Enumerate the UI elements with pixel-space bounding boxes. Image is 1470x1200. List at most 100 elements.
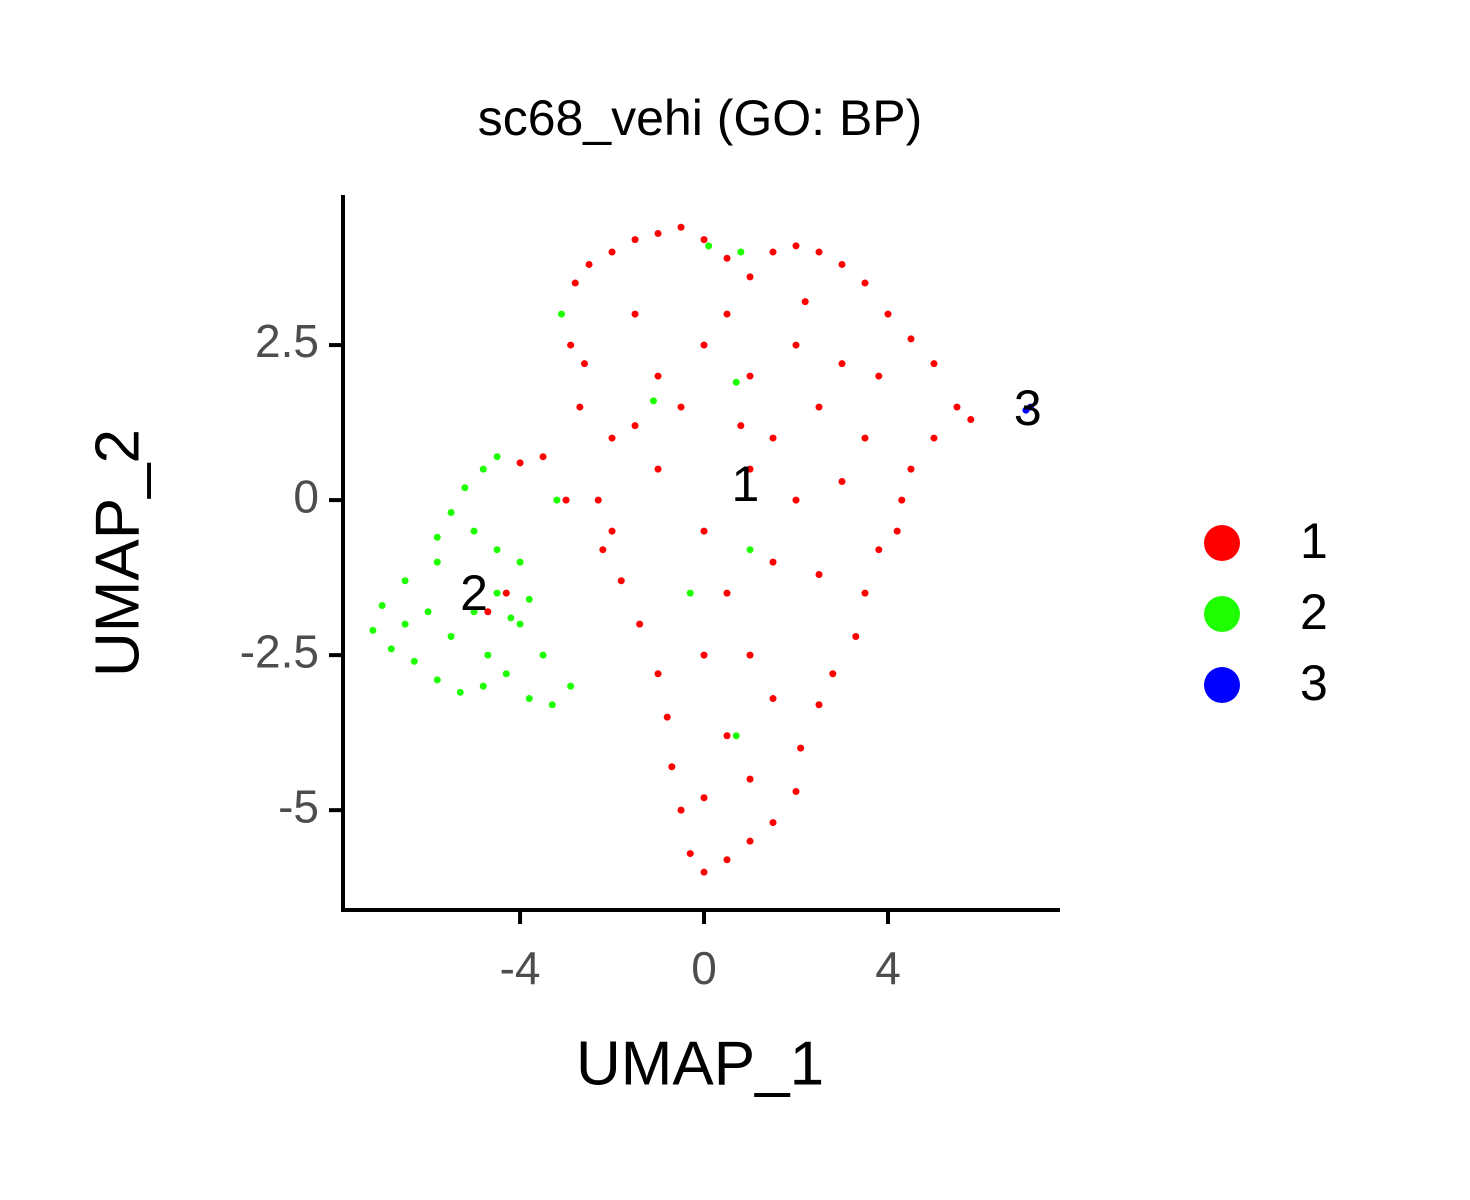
point bbox=[686, 850, 694, 858]
point bbox=[815, 571, 823, 579]
cluster-label: 2 bbox=[460, 565, 488, 621]
point bbox=[553, 496, 561, 504]
point bbox=[861, 434, 869, 442]
point bbox=[815, 248, 823, 256]
point bbox=[875, 546, 883, 554]
point bbox=[433, 533, 441, 541]
point bbox=[470, 527, 478, 535]
point bbox=[700, 236, 708, 244]
point bbox=[700, 651, 708, 659]
point bbox=[636, 620, 644, 628]
point bbox=[539, 453, 547, 461]
point bbox=[525, 595, 533, 603]
point bbox=[663, 713, 671, 721]
point bbox=[668, 763, 676, 771]
point bbox=[548, 701, 556, 709]
point bbox=[884, 310, 892, 318]
point bbox=[401, 620, 409, 628]
point bbox=[700, 527, 708, 535]
point bbox=[654, 465, 662, 473]
point bbox=[1027, 403, 1035, 411]
point bbox=[861, 589, 869, 597]
point bbox=[493, 453, 501, 461]
y-tick-label: -5 bbox=[278, 780, 319, 832]
point bbox=[516, 558, 524, 566]
point bbox=[746, 372, 754, 380]
point bbox=[893, 527, 901, 535]
legend-marker bbox=[1204, 667, 1240, 703]
legend-marker bbox=[1204, 596, 1240, 632]
point bbox=[677, 403, 685, 411]
point bbox=[599, 546, 607, 554]
point bbox=[447, 509, 455, 517]
point bbox=[792, 341, 800, 349]
point bbox=[401, 577, 409, 585]
point bbox=[746, 775, 754, 783]
point bbox=[792, 242, 800, 250]
point bbox=[967, 415, 975, 423]
point bbox=[838, 477, 846, 485]
legend-label: 2 bbox=[1300, 584, 1328, 640]
point bbox=[930, 360, 938, 368]
point bbox=[746, 651, 754, 659]
point bbox=[723, 589, 731, 597]
point bbox=[484, 608, 492, 616]
point bbox=[470, 608, 478, 616]
x-tick-label: 0 bbox=[691, 942, 717, 994]
point bbox=[433, 676, 441, 684]
point bbox=[608, 527, 616, 535]
point bbox=[769, 434, 777, 442]
point bbox=[792, 788, 800, 796]
y-tick-label: 2.5 bbox=[255, 315, 319, 367]
point bbox=[557, 310, 565, 318]
point bbox=[502, 589, 510, 597]
point bbox=[829, 670, 837, 678]
point bbox=[649, 397, 657, 405]
cluster-label: 3 bbox=[1014, 380, 1042, 436]
point bbox=[516, 620, 524, 628]
point bbox=[447, 633, 455, 641]
point bbox=[769, 695, 777, 703]
point bbox=[617, 577, 625, 585]
legend-marker bbox=[1204, 525, 1240, 561]
point bbox=[746, 273, 754, 281]
point bbox=[838, 360, 846, 368]
point bbox=[567, 341, 575, 349]
point bbox=[507, 614, 515, 622]
point bbox=[631, 310, 639, 318]
point bbox=[479, 465, 487, 473]
point bbox=[852, 633, 860, 641]
point bbox=[686, 589, 694, 597]
point bbox=[815, 403, 823, 411]
point bbox=[567, 682, 575, 690]
point bbox=[378, 602, 386, 610]
point bbox=[387, 645, 395, 653]
point bbox=[456, 688, 464, 696]
point bbox=[433, 558, 441, 566]
point bbox=[677, 223, 685, 231]
point bbox=[797, 744, 805, 752]
point bbox=[631, 422, 639, 430]
point bbox=[737, 248, 745, 256]
point bbox=[898, 496, 906, 504]
point bbox=[746, 546, 754, 554]
point bbox=[769, 819, 777, 827]
point bbox=[801, 298, 809, 306]
point bbox=[723, 732, 731, 740]
point bbox=[654, 229, 662, 237]
point bbox=[861, 279, 869, 287]
legend-label: 1 bbox=[1300, 513, 1328, 569]
point bbox=[654, 670, 662, 678]
point bbox=[369, 626, 377, 634]
x-axis-title: UMAP_1 bbox=[576, 1029, 824, 1098]
point bbox=[792, 496, 800, 504]
x-tick-label: -4 bbox=[500, 942, 541, 994]
legend-label: 3 bbox=[1300, 655, 1328, 711]
point bbox=[953, 403, 961, 411]
point bbox=[746, 465, 754, 473]
point bbox=[608, 434, 616, 442]
point bbox=[576, 403, 584, 411]
point bbox=[493, 589, 501, 597]
cluster-label: 1 bbox=[732, 456, 760, 512]
